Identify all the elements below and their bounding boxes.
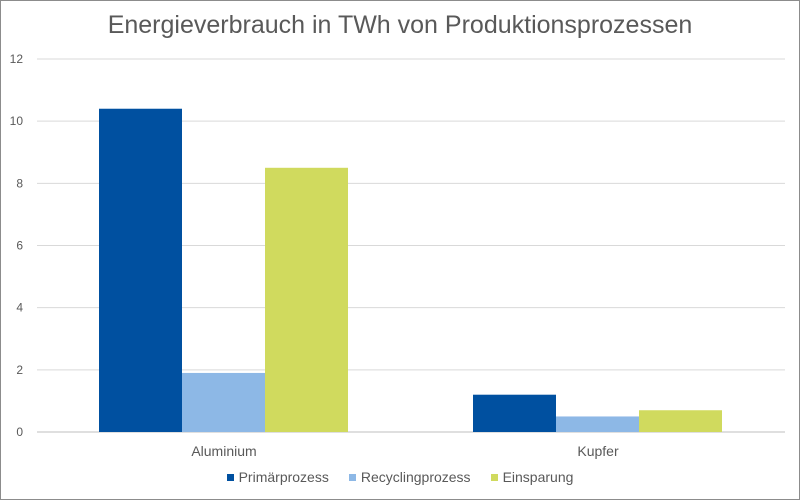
y-tick-label: 6 — [16, 239, 23, 253]
y-tick-label: 0 — [16, 425, 23, 439]
bar-aluminium-2 — [182, 372, 265, 432]
legend-item: Recyclingprozess — [348, 469, 471, 485]
legend-item: Einsparung — [490, 469, 574, 485]
bar-kupfer-1 — [473, 394, 556, 432]
y-tick-label: 12 — [10, 52, 24, 66]
chart-legend: Primärprozess Recyclingprozess Einsparung — [1, 469, 799, 485]
y-tick-label: 8 — [16, 176, 23, 190]
bar-kupfer-2 — [556, 416, 639, 432]
y-tick-label: 10 — [10, 114, 24, 128]
y-tick-label: 2 — [16, 363, 23, 377]
legend-swatch — [348, 473, 356, 481]
legend-label: Einsparung — [502, 469, 574, 485]
bar-aluminium-1 — [99, 108, 182, 432]
bar-aluminium-3 — [265, 167, 348, 432]
y-tick-label: 4 — [16, 301, 23, 315]
legend-label: Recyclingprozess — [360, 469, 471, 485]
legend-swatch — [490, 473, 498, 481]
bar-kupfer-3 — [639, 410, 722, 432]
legend-swatch — [226, 473, 234, 481]
x-tick-label: Kupfer — [577, 443, 619, 459]
legend-item: Primärprozess — [226, 469, 329, 485]
chart-title: Energieverbrauch in TWh von Produktionsp… — [107, 11, 693, 39]
legend-label: Primärprozess — [238, 469, 329, 485]
x-tick-label: Aluminium — [191, 443, 256, 459]
